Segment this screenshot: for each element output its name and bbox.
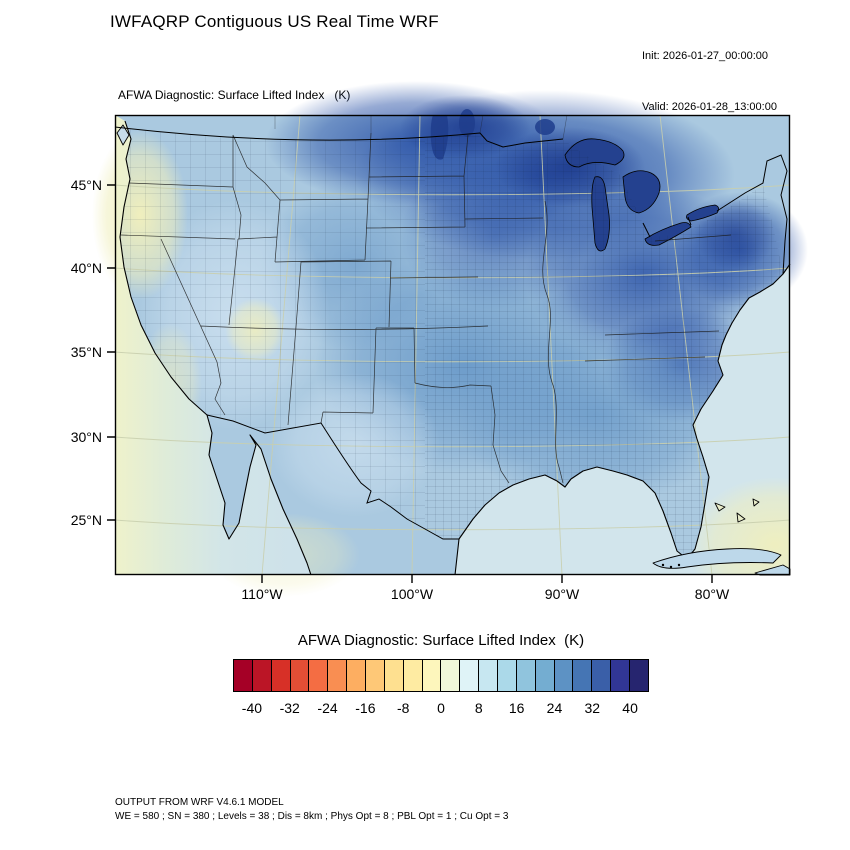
colorbar-cell	[366, 660, 385, 691]
colorbar-cell	[271, 660, 291, 691]
colorbar-tick-label: 24	[546, 700, 563, 716]
lat-tick-label-45n: 45°N	[70, 177, 102, 193]
footer-model-line: OUTPUT FROM WRF V4.6.1 MODEL	[115, 797, 284, 808]
colorbar-cell	[611, 660, 631, 691]
colorbar-cell	[422, 660, 442, 691]
lon-tick-label-80w: 80°W	[694, 586, 730, 602]
lon-tick-label-90w: 90°W	[544, 586, 580, 602]
page-title: IWFAQRP Contiguous US Real Time WRF	[110, 12, 439, 31]
colorbar-cell	[252, 660, 272, 691]
colorbar-cells	[233, 659, 649, 692]
colorbar-tick-label: -8	[396, 700, 410, 716]
colorbar-cell	[535, 660, 555, 691]
colorbar-tick-label: 40	[622, 700, 638, 716]
lat-tick-label-25n: 25°N	[70, 512, 102, 528]
lon-tick-label-110w: 110°W	[241, 586, 283, 602]
colorbar-cell	[347, 660, 367, 691]
lat-tick-label-30n: 30°N	[70, 429, 102, 445]
colorbar-labels: -40 -32 -24 -16 -8 0 8 16 24 32 40	[233, 700, 649, 718]
colorbar-cell	[630, 660, 648, 691]
colorbar-title: AFWA Diagnostic: Surface Lifted Index (K…	[297, 632, 585, 649]
axis-ticks	[107, 184, 713, 583]
colorbar-cell	[573, 660, 593, 691]
colorbar-cell	[403, 660, 423, 691]
colorbar-tick-label: -16	[355, 700, 376, 716]
lat-tick-label-40n: 40°N	[70, 260, 102, 276]
lon-tick-label-100w: 100°W	[390, 586, 434, 602]
map-area	[92, 81, 808, 597]
lat-tick-label-35n: 35°N	[70, 344, 102, 360]
colorbar-cell	[309, 660, 329, 691]
islands	[116, 124, 791, 576]
colorbar-tick-label: 8	[474, 700, 483, 716]
colorbar-cell	[554, 660, 574, 691]
state-borders	[120, 132, 732, 484]
canada-province-borders	[274, 114, 568, 140]
pacific-ocean	[115, 115, 311, 575]
colorbar-tick-label: 0	[437, 700, 445, 716]
colorbar-cell	[479, 660, 499, 691]
colorbar-tick-label: -40	[241, 700, 263, 716]
colorbar-tick-label: -24	[317, 700, 338, 716]
canada-border	[114, 126, 788, 275]
init-time-label: Init: 2026-01-27_00:00:00	[642, 50, 768, 63]
colorbar-tick-label: 16	[508, 700, 525, 716]
colorbar-tick-label: 32	[584, 700, 601, 716]
mexico-border	[206, 414, 459, 540]
colorbar-cell	[498, 660, 517, 691]
colorbar-cell	[441, 660, 461, 691]
colorbar-cell	[460, 660, 480, 691]
colorbar-cell	[592, 660, 612, 691]
colorbar-tick-label: -32	[279, 700, 300, 716]
map-canvas	[92, 81, 808, 597]
colorbar-cell	[234, 660, 253, 691]
colorbar-cell	[290, 660, 310, 691]
colorbar-cell	[328, 660, 348, 691]
map-frame	[114, 114, 791, 576]
colorbar-cell	[384, 660, 404, 691]
colorbar-cell	[516, 660, 536, 691]
footer-config-line: WE = 580 ; SN = 380 ; Levels = 38 ; Dis …	[115, 811, 509, 822]
